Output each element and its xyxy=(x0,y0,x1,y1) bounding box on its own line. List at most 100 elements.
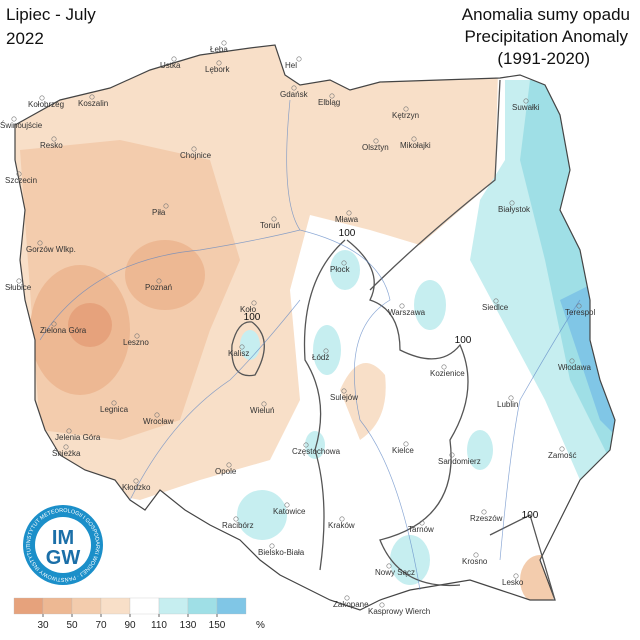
city-marker xyxy=(271,216,277,222)
city-label: Kłodzko xyxy=(122,483,151,492)
city-marker xyxy=(419,520,425,526)
city-marker xyxy=(233,516,239,522)
city-marker xyxy=(134,333,140,339)
contours xyxy=(231,79,556,601)
city-marker xyxy=(399,303,405,309)
city-label: Częstochowa xyxy=(292,447,341,456)
city-label: Zielona Góra xyxy=(40,326,87,335)
city-marker xyxy=(51,321,57,327)
city-label: Gdańsk xyxy=(280,90,309,99)
contour-label: 100 xyxy=(522,510,539,521)
city-label: Bielsko-Biała xyxy=(258,548,305,557)
period: (1991-2020) xyxy=(497,49,590,68)
title: Lipiec - July xyxy=(6,5,96,24)
city-marker xyxy=(216,60,222,66)
city-label: Suwałki xyxy=(512,103,540,112)
city-label: Warszawa xyxy=(388,308,426,317)
city-label: Olsztyn xyxy=(362,143,389,152)
legend-label: 50 xyxy=(66,620,78,631)
city-label: Kraków xyxy=(328,521,355,530)
city-label: Lesko xyxy=(502,578,524,587)
city-label: Kętrzyn xyxy=(392,111,419,120)
city-label: Płock xyxy=(330,265,351,274)
city-label: Resko xyxy=(40,141,63,150)
city-marker xyxy=(111,400,117,406)
legend-label: 90 xyxy=(124,620,136,631)
city-label: Kalisz xyxy=(228,349,249,358)
city-label: Kasprowy Wierch xyxy=(368,607,430,616)
city-label: Świnoujście xyxy=(0,121,43,130)
year: 2022 xyxy=(6,29,44,48)
city-marker xyxy=(133,478,139,484)
legend-label: 150 xyxy=(209,620,226,631)
city-label: Szczecin xyxy=(5,176,37,185)
city-marker xyxy=(441,364,447,370)
city-label: Hel xyxy=(285,61,297,70)
city-marker xyxy=(346,210,352,216)
city-label: Kołobrzeg xyxy=(28,100,64,109)
city-marker xyxy=(261,401,267,407)
legend-swatch xyxy=(129,597,160,615)
city-label: Włodawa xyxy=(558,363,591,372)
city-label: Piła xyxy=(152,208,166,217)
city-label: Tarnów xyxy=(408,525,434,534)
city-label: Toruń xyxy=(260,221,280,230)
city-label: Mława xyxy=(335,215,359,224)
legend-label: 110 xyxy=(151,620,167,631)
city-marker xyxy=(239,344,245,350)
city-label: Słubice xyxy=(5,283,32,292)
city-marker xyxy=(154,412,160,418)
city-marker xyxy=(403,441,409,447)
city-label: Rzeszów xyxy=(470,514,503,523)
city-label: Wieluń xyxy=(250,406,274,415)
legend-swatch xyxy=(42,597,73,615)
city-label: Kielce xyxy=(392,446,414,455)
city-marker xyxy=(89,94,95,100)
city-label: Zamość xyxy=(548,451,576,460)
legend-unit: % xyxy=(256,620,265,631)
city-label: Chojnice xyxy=(180,151,212,160)
city-marker xyxy=(66,428,72,434)
city-marker xyxy=(379,602,385,608)
city-marker xyxy=(341,388,347,394)
rivers xyxy=(39,99,581,591)
city-marker xyxy=(559,446,565,452)
city-marker xyxy=(39,95,45,101)
city-label: Mikołajki xyxy=(400,141,431,150)
city-marker xyxy=(341,260,347,266)
logo-text: GW xyxy=(46,547,81,569)
city-marker xyxy=(473,552,479,558)
legend-label: 130 xyxy=(180,620,197,631)
city-label: Koszalin xyxy=(78,99,108,108)
city-marker xyxy=(11,116,17,122)
city-label: Siedlce xyxy=(482,303,509,312)
city-label: Leszno xyxy=(123,338,149,347)
city-marker xyxy=(339,516,345,522)
city-marker xyxy=(296,56,302,62)
city-label: Zakopane xyxy=(333,600,369,609)
legend-label: 70 xyxy=(95,620,107,631)
city-marker xyxy=(226,462,232,468)
city-marker xyxy=(163,203,169,209)
city-marker xyxy=(576,303,582,309)
city-marker xyxy=(303,442,309,448)
legend-swatch xyxy=(71,597,102,615)
subtitle: Anomalia sumy opadu xyxy=(462,5,630,24)
city-label: Śnieżka xyxy=(52,449,81,458)
city-label: Gorzów Wlkp. xyxy=(26,245,76,254)
city-label: Katowice xyxy=(273,507,306,516)
logo-text: IM xyxy=(52,527,74,549)
legend-label: 30 xyxy=(37,620,49,631)
city-marker xyxy=(386,563,392,569)
city-marker xyxy=(16,171,22,177)
city-label: Krosno xyxy=(462,557,488,566)
legend-swatch xyxy=(216,597,247,615)
city-marker xyxy=(51,136,57,142)
city-marker xyxy=(63,444,69,450)
city-marker xyxy=(284,502,290,508)
city-marker xyxy=(449,452,455,458)
city-label: Wrocław xyxy=(143,417,174,426)
city-marker xyxy=(171,56,177,62)
city-label: Elbląg xyxy=(318,98,340,107)
